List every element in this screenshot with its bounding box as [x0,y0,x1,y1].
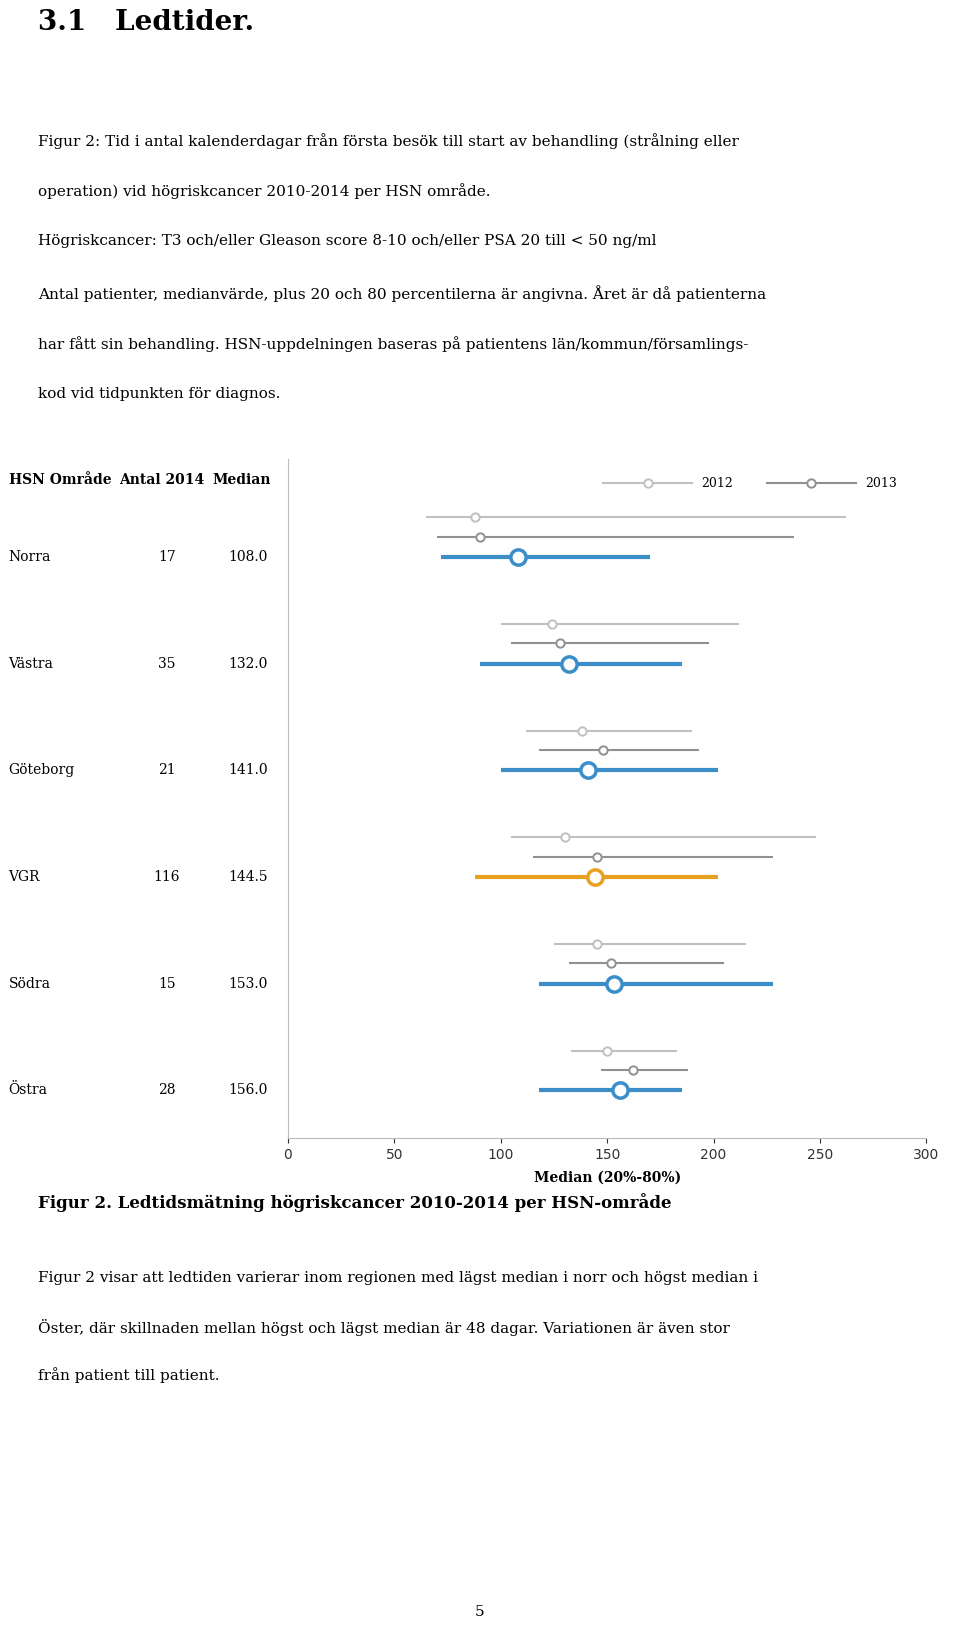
Text: HSN Område: HSN Område [9,473,111,486]
Text: kod vid tidpunkten för diagnos.: kod vid tidpunkten för diagnos. [38,387,280,401]
Text: Västra: Västra [9,657,54,670]
Text: 21: 21 [158,763,176,778]
Text: operation) vid högriskcancer 2010-2014 per HSN område.: operation) vid högriskcancer 2010-2014 p… [38,183,491,200]
Text: 5: 5 [475,1605,485,1618]
X-axis label: Median (20%-80%): Median (20%-80%) [534,1171,681,1184]
Text: 144.5: 144.5 [228,870,268,885]
Text: 2013: 2013 [865,477,897,490]
Text: Antal patienter, medianvärde, plus 20 och 80 percentilerna är angivna. Året är d: Antal patienter, medianvärde, plus 20 oc… [38,285,766,301]
Text: VGR: VGR [9,870,40,885]
Text: Median: Median [213,473,271,486]
Text: 35: 35 [158,657,176,670]
Text: har fått sin behandling. HSN-uppdelningen baseras på patientens län/kommun/försa: har fått sin behandling. HSN-uppdelninge… [38,336,749,352]
Text: Figur 2 visar att ledtiden varierar inom regionen med lägst median i norr och hö: Figur 2 visar att ledtiden varierar inom… [38,1271,758,1284]
Text: Norra: Norra [9,550,51,563]
Text: 153.0: 153.0 [228,976,268,991]
Text: Figur 2. Ledtidsmätning högriskcancer 2010-2014 per HSN-område: Figur 2. Ledtidsmätning högriskcancer 20… [38,1194,672,1212]
Text: Högriskcancer: T3 och/eller Gleason score 8-10 och/eller PSA 20 till < 50 ng/ml: Högriskcancer: T3 och/eller Gleason scor… [38,234,657,249]
Text: 116: 116 [154,870,180,885]
Text: 17: 17 [158,550,176,563]
Text: 108.0: 108.0 [228,550,268,563]
Text: 28: 28 [158,1083,176,1097]
Text: 15: 15 [158,976,176,991]
Text: Östra: Östra [9,1083,48,1097]
Text: Antal 2014: Antal 2014 [119,473,204,486]
Text: 156.0: 156.0 [228,1083,268,1097]
Text: 2012: 2012 [701,477,732,490]
Text: Södra: Södra [9,976,51,991]
Text: Öster, där skillnaden mellan högst och lägst median är 48 dagar. Variationen är : Öster, där skillnaden mellan högst och l… [38,1319,731,1337]
Text: 141.0: 141.0 [228,763,268,778]
Text: från patient till patient.: från patient till patient. [38,1368,220,1382]
Text: 132.0: 132.0 [228,657,268,670]
Text: Göteborg: Göteborg [9,763,75,778]
Text: Figur 2: Tid i antal kalenderdagar från första besök till start av behandling (s: Figur 2: Tid i antal kalenderdagar från … [38,133,739,149]
Text: 3.1   Ledtider.: 3.1 Ledtider. [38,8,254,36]
